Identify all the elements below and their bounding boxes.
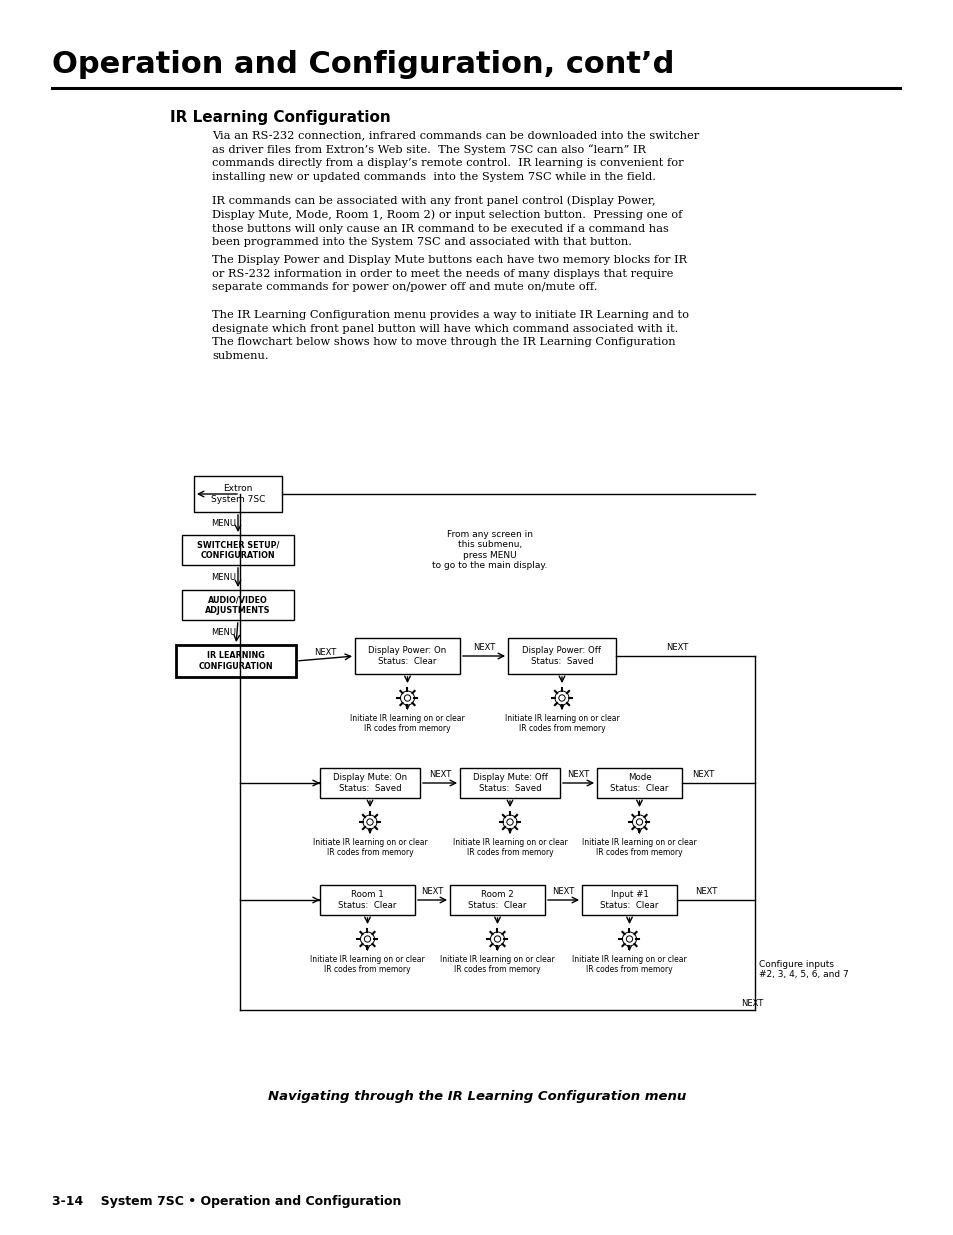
Text: IR codes from memory: IR codes from memory [454, 965, 540, 974]
FancyBboxPatch shape [319, 885, 415, 915]
Circle shape [558, 695, 564, 701]
FancyBboxPatch shape [175, 645, 295, 677]
Text: MENU: MENU [212, 519, 236, 529]
FancyBboxPatch shape [459, 768, 559, 798]
FancyBboxPatch shape [355, 638, 459, 674]
Circle shape [636, 819, 642, 825]
Text: IR commands can be associated with any front panel control (Display Power,
Displ: IR commands can be associated with any f… [212, 195, 681, 247]
Text: Initiate IR learning on or clear: Initiate IR learning on or clear [452, 839, 567, 847]
Text: Mode
Status:  Clear: Mode Status: Clear [610, 773, 668, 793]
Circle shape [400, 692, 414, 705]
Text: 3-14    System 7SC • Operation and Configuration: 3-14 System 7SC • Operation and Configur… [52, 1195, 401, 1208]
Text: SWITCHER SETUP/
CONFIGURATION: SWITCHER SETUP/ CONFIGURATION [196, 540, 279, 559]
Text: NEXT: NEXT [666, 643, 688, 652]
Text: Configure inputs
#2, 3, 4, 5, 6, and 7: Configure inputs #2, 3, 4, 5, 6, and 7 [759, 960, 848, 979]
Circle shape [490, 932, 504, 946]
Text: Initiate IR learning on or clear: Initiate IR learning on or clear [581, 839, 696, 847]
Circle shape [506, 819, 513, 825]
Text: IR codes from memory: IR codes from memory [324, 965, 411, 974]
Circle shape [367, 819, 373, 825]
FancyBboxPatch shape [581, 885, 677, 915]
Text: Display Power: Off
Status:  Saved: Display Power: Off Status: Saved [522, 646, 601, 666]
Text: Display Power: On
Status:  Clear: Display Power: On Status: Clear [368, 646, 446, 666]
Text: IR Learning Configuration: IR Learning Configuration [170, 110, 391, 125]
FancyBboxPatch shape [507, 638, 616, 674]
Text: NEXT: NEXT [314, 648, 336, 657]
FancyBboxPatch shape [182, 590, 294, 620]
Text: Room 2
Status:  Clear: Room 2 Status: Clear [468, 890, 526, 910]
Text: IR codes from memory: IR codes from memory [518, 724, 604, 734]
Text: Input #1
Status:  Clear: Input #1 Status: Clear [599, 890, 658, 910]
Circle shape [632, 815, 646, 829]
Text: Extron
System 7SC: Extron System 7SC [211, 484, 265, 504]
Text: NEXT: NEXT [473, 643, 495, 652]
Text: From any screen in
this submenu,
press MENU
to go to the main display.: From any screen in this submenu, press M… [432, 530, 547, 571]
Circle shape [626, 936, 632, 942]
Text: Initiate IR learning on or clear: Initiate IR learning on or clear [504, 714, 618, 722]
Text: IR LEARNING
CONFIGURATION: IR LEARNING CONFIGURATION [198, 651, 273, 671]
Text: NEXT: NEXT [552, 887, 574, 897]
Text: MENU: MENU [212, 573, 236, 582]
Circle shape [502, 815, 517, 829]
Circle shape [363, 815, 376, 829]
FancyBboxPatch shape [319, 768, 419, 798]
Circle shape [404, 695, 410, 701]
Text: IR codes from memory: IR codes from memory [326, 848, 413, 857]
Text: IR codes from memory: IR codes from memory [585, 965, 672, 974]
Text: The IR Learning Configuration menu provides a way to initiate IR Learning and to: The IR Learning Configuration menu provi… [212, 310, 688, 361]
Text: Navigating through the IR Learning Configuration menu: Navigating through the IR Learning Confi… [268, 1091, 685, 1103]
Text: IR codes from memory: IR codes from memory [596, 848, 682, 857]
Circle shape [364, 936, 371, 942]
FancyBboxPatch shape [597, 768, 681, 798]
Text: Display Mute: On
Status:  Saved: Display Mute: On Status: Saved [333, 773, 407, 793]
Text: Initiate IR learning on or clear: Initiate IR learning on or clear [439, 955, 555, 965]
Text: NEXT: NEXT [740, 999, 762, 1008]
FancyBboxPatch shape [182, 535, 294, 564]
Text: AUDIO/VIDEO
ADJUSTMENTS: AUDIO/VIDEO ADJUSTMENTS [205, 595, 271, 615]
Text: Via an RS-232 connection, infrared commands can be downloaded into the switcher
: Via an RS-232 connection, infrared comma… [212, 130, 699, 182]
Text: Room 1
Status:  Clear: Room 1 Status: Clear [338, 890, 396, 910]
Text: Initiate IR learning on or clear: Initiate IR learning on or clear [350, 714, 464, 722]
Text: Initiate IR learning on or clear: Initiate IR learning on or clear [313, 839, 427, 847]
Text: Initiate IR learning on or clear: Initiate IR learning on or clear [572, 955, 686, 965]
FancyBboxPatch shape [450, 885, 544, 915]
Circle shape [555, 692, 568, 705]
Text: NEXT: NEXT [429, 769, 451, 779]
Text: Display Mute: Off
Status:  Saved: Display Mute: Off Status: Saved [472, 773, 547, 793]
Text: NEXT: NEXT [694, 887, 717, 897]
Text: NEXT: NEXT [421, 887, 443, 897]
Text: NEXT: NEXT [692, 769, 714, 779]
Text: NEXT: NEXT [567, 769, 589, 779]
Text: IR codes from memory: IR codes from memory [466, 848, 553, 857]
Text: Initiate IR learning on or clear: Initiate IR learning on or clear [310, 955, 424, 965]
Text: Operation and Configuration, cont’d: Operation and Configuration, cont’d [52, 49, 674, 79]
FancyBboxPatch shape [193, 475, 282, 513]
Circle shape [622, 932, 636, 946]
Text: The Display Power and Display Mute buttons each have two memory blocks for IR
or: The Display Power and Display Mute butto… [212, 254, 686, 293]
Circle shape [494, 936, 500, 942]
Circle shape [360, 932, 375, 946]
Text: IR codes from memory: IR codes from memory [364, 724, 451, 734]
Text: MENU: MENU [212, 629, 236, 637]
